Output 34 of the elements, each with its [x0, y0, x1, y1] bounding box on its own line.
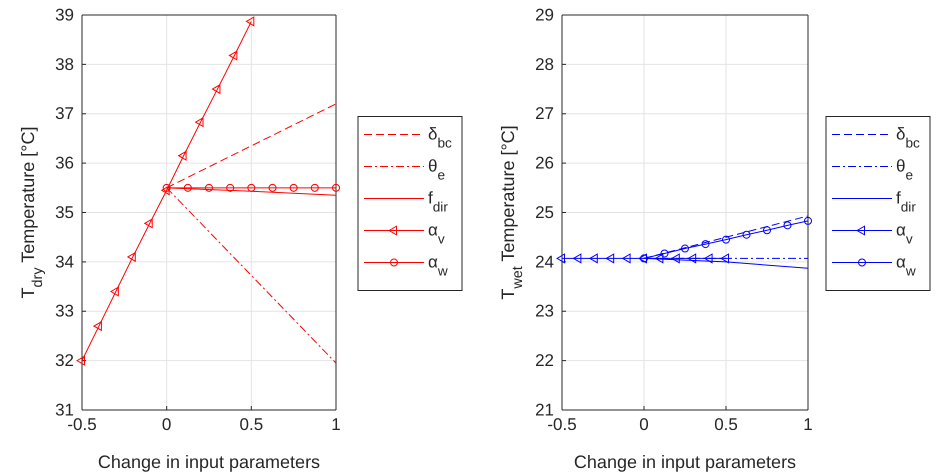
- y-tick-label: 39: [55, 5, 74, 24]
- legend-label: θ$_{e}$: [428, 156, 446, 182]
- y-tick-label: 24: [535, 252, 554, 272]
- x-tick-label: 0.5: [714, 415, 738, 434]
- legend-label: α$_{w}$: [428, 252, 448, 278]
- x-tick-label: 0: [639, 415, 649, 434]
- legend-label: f$_{dir}$: [896, 188, 916, 214]
- y-tick-label: 34: [55, 252, 74, 272]
- y-tick-label: 28: [535, 54, 554, 74]
- y-tick-label: 29: [535, 5, 554, 24]
- legend-label: α$_{w}$: [896, 252, 916, 278]
- x-tick-label: 0.5: [240, 415, 264, 434]
- x-tick-label: 1: [331, 415, 341, 434]
- legend-label: δ$_{bc}$: [896, 124, 920, 150]
- legend-label: α$_{v}$: [896, 220, 913, 246]
- y-tick-label: 38: [55, 54, 74, 74]
- y-tick-label: 35: [55, 202, 74, 222]
- x-axis-title: Change in input parameters: [574, 452, 796, 472]
- x-tick-label: 0: [162, 415, 172, 434]
- x-axis-title: Change in input parameters: [98, 452, 320, 472]
- y-tick-label: 32: [55, 351, 74, 370]
- y-tick-label: 37: [55, 104, 74, 124]
- y-tick-label: 26: [535, 154, 554, 173]
- y-tick-label: 25: [535, 202, 554, 222]
- legend-label: θ$_{e}$: [896, 156, 914, 182]
- y-tick-label: 23: [535, 302, 554, 321]
- x-tick-label: 1: [803, 415, 813, 434]
- y-tick-label: 36: [55, 154, 74, 173]
- legend-label: α$_{v}$: [428, 220, 445, 246]
- y-tick-label: 27: [535, 104, 554, 124]
- y-tick-label: 33: [55, 302, 74, 321]
- y-tick-label: 22: [535, 351, 554, 370]
- legend-label: f$_{dir}$: [428, 188, 448, 214]
- legend-label: δ$_{bc}$: [428, 124, 452, 150]
